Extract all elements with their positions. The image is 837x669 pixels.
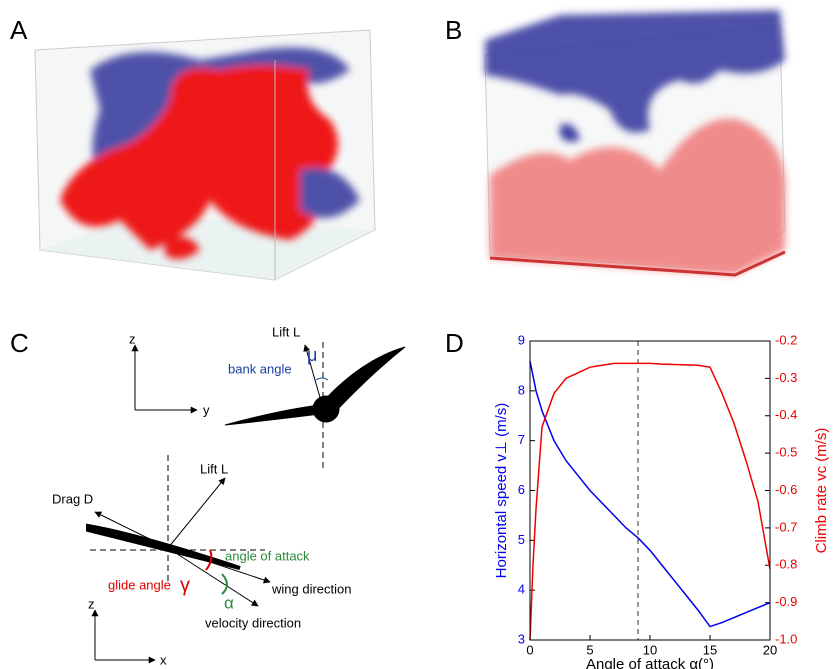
y2-tick-label: -1.0 (775, 631, 797, 646)
y-tick-label: 4 (518, 582, 525, 597)
y2-tick-label: -0.8 (775, 557, 797, 572)
label: wing direction (271, 581, 352, 596)
y2-axis-title: Climb rate vc (m/s) (813, 428, 830, 554)
x-tick-label: 5 (586, 642, 593, 657)
label: Drag D (52, 491, 93, 506)
y2-tick-label: -0.9 (775, 594, 797, 609)
render-a (34, 29, 376, 281)
y-tick-label: 7 (518, 432, 525, 447)
axis-name: x (160, 652, 167, 667)
x-tick-label: 10 (643, 642, 657, 657)
label: glide angle (108, 577, 171, 592)
y-tick-label: 9 (518, 332, 525, 347)
y2-tick-label: -0.6 (775, 482, 797, 497)
y-tick-label: 3 (518, 631, 525, 646)
y-tick-label: 6 (518, 482, 525, 497)
panel-label: C (10, 328, 29, 358)
x-tick-label: 20 (763, 642, 777, 657)
y-axis-title: Horizontal speed v⊥ (m/s) (493, 403, 510, 579)
panel-label: D (445, 328, 464, 358)
symbol: α (224, 593, 234, 612)
x-axis-title: Angle of attack α(°) (586, 656, 714, 669)
plot-frame (529, 340, 771, 641)
series-line (529, 362, 771, 641)
symbol: γ (180, 574, 190, 596)
y2-tick-label: -0.5 (775, 445, 797, 460)
diagram (86, 342, 406, 664)
y2-tick-label: -0.2 (775, 332, 797, 347)
y2-tick-label: -0.4 (775, 407, 797, 422)
axis-name: y (203, 402, 210, 417)
label: angle of attack (225, 548, 310, 563)
panel-label: A (10, 15, 28, 45)
series-line (529, 360, 771, 628)
label: Lift L (272, 324, 300, 339)
axis-name: z (129, 331, 136, 346)
panel-label: B (445, 15, 462, 45)
y2-tick-label: -0.7 (775, 519, 797, 534)
label: Lift L (200, 461, 228, 476)
x-tick-label: 15 (703, 642, 717, 657)
y-tick-label: 5 (518, 532, 525, 547)
y2-tick-label: -0.3 (775, 370, 797, 385)
label: velocity direction (205, 615, 301, 630)
render-b (484, 10, 786, 277)
x-tick-label: 0 (526, 642, 533, 657)
y-tick-label: 8 (518, 382, 525, 397)
axis-name: z (88, 596, 95, 611)
label: bank angle (228, 361, 292, 376)
symbol: μ (307, 345, 317, 365)
